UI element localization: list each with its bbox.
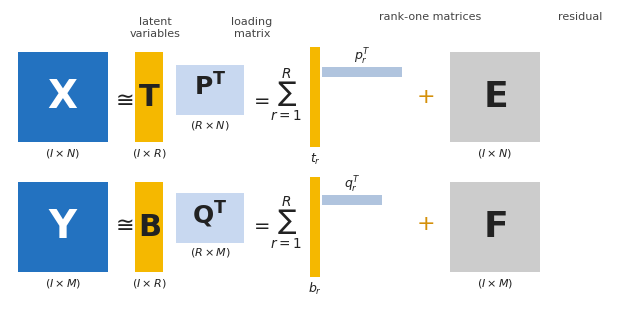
Text: $b_r$: $b_r$ — [308, 281, 322, 297]
FancyBboxPatch shape — [135, 52, 163, 142]
FancyBboxPatch shape — [310, 47, 320, 147]
Text: $(I \times M)$: $(I \times M)$ — [477, 278, 513, 290]
Text: $\mathbf{B}$: $\mathbf{B}$ — [138, 213, 161, 242]
FancyBboxPatch shape — [176, 193, 244, 243]
Text: $\mathbf{Q}^\mathbf{T}$: $\mathbf{Q}^\mathbf{T}$ — [192, 199, 228, 230]
Text: $(I \times R)$: $(I \times R)$ — [132, 147, 166, 161]
Text: $+$: $+$ — [416, 215, 434, 234]
Text: $=$: $=$ — [250, 215, 270, 234]
Text: $\sum_{r=1}^{R}$: $\sum_{r=1}^{R}$ — [270, 194, 302, 251]
Text: $\mathbf{T}$: $\mathbf{T}$ — [138, 82, 160, 112]
Text: loading
matrix: loading matrix — [232, 17, 273, 39]
FancyBboxPatch shape — [135, 182, 163, 272]
FancyBboxPatch shape — [322, 195, 382, 204]
Text: $\mathbf{P}^\mathbf{T}$: $\mathbf{P}^\mathbf{T}$ — [194, 73, 226, 101]
Text: $p_r^T$: $p_r^T$ — [354, 47, 370, 67]
Text: $t_r$: $t_r$ — [310, 151, 321, 166]
Text: $\cong$: $\cong$ — [111, 89, 133, 109]
FancyBboxPatch shape — [18, 52, 108, 142]
FancyBboxPatch shape — [176, 65, 244, 115]
Text: $(R \times M)$: $(R \times M)$ — [189, 246, 230, 259]
FancyBboxPatch shape — [450, 52, 540, 142]
Text: $q_r^T$: $q_r^T$ — [344, 174, 360, 195]
Text: $=$: $=$ — [250, 90, 270, 109]
Text: latent
variables: latent variables — [129, 17, 180, 39]
Text: $(I \times M)$: $(I \times M)$ — [45, 278, 81, 290]
Text: rank-one matrices: rank-one matrices — [379, 12, 481, 22]
Text: $\mathbf{E}$: $\mathbf{E}$ — [483, 80, 507, 114]
Text: $(R \times N)$: $(R \times N)$ — [190, 118, 230, 131]
Text: $(I \times N)$: $(I \times N)$ — [477, 147, 513, 161]
Text: $\mathbf{X}$: $\mathbf{X}$ — [47, 78, 79, 116]
FancyBboxPatch shape — [450, 182, 540, 272]
FancyBboxPatch shape — [310, 177, 320, 277]
Text: $\sum_{r=1}^{R}$: $\sum_{r=1}^{R}$ — [270, 67, 302, 123]
FancyBboxPatch shape — [322, 67, 402, 77]
Text: $(I \times R)$: $(I \times R)$ — [132, 278, 166, 290]
Text: residual: residual — [558, 12, 602, 22]
Text: $+$: $+$ — [416, 87, 434, 107]
FancyBboxPatch shape — [18, 182, 108, 272]
Text: $\mathbf{F}$: $\mathbf{F}$ — [483, 210, 507, 244]
Text: $\cong$: $\cong$ — [111, 215, 133, 234]
Text: $(I \times N)$: $(I \times N)$ — [45, 147, 81, 161]
Text: $\mathbf{Y}$: $\mathbf{Y}$ — [47, 208, 79, 246]
